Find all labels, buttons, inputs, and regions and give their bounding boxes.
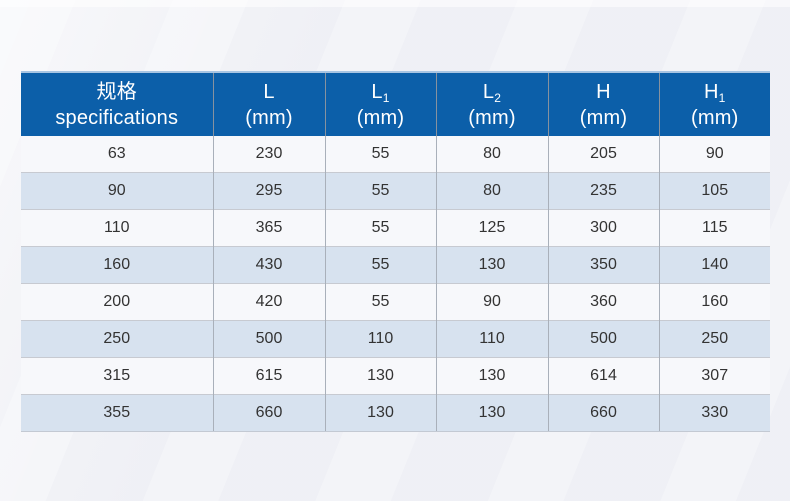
header-cell-L2: L2 (mm) — [435, 71, 548, 136]
table-row: 200 420 55 90 360 160 — [21, 283, 770, 321]
table-cell: 160 — [21, 246, 213, 284]
table-row: 110 365 55 125 300 115 — [21, 209, 770, 247]
table-cell: 160 — [658, 283, 770, 321]
table-cell: 300 — [547, 209, 659, 247]
table-cell: 315 — [21, 357, 213, 395]
header-label-en: specifications — [55, 106, 179, 129]
header-label-zh: 规格 — [96, 80, 137, 103]
specifications-table: 规格 specifications L (mm) L1 (mm) L2 (mm)… — [21, 71, 770, 432]
table-cell: 55 — [324, 209, 436, 247]
table-cell: 295 — [212, 172, 325, 210]
header-cell-H: H (mm) — [547, 71, 659, 136]
table-cell: 200 — [21, 283, 213, 321]
table-cell: 130 — [435, 394, 548, 432]
table-cell: 115 — [658, 209, 770, 247]
table-cell: 205 — [547, 136, 659, 173]
table-row: 160 430 55 130 350 140 — [21, 246, 770, 284]
table-cell: 350 — [547, 246, 659, 284]
header-label: L — [263, 80, 275, 103]
table-row: 355 660 130 130 660 330 — [21, 394, 770, 432]
header-unit: (mm) — [245, 106, 293, 129]
table-cell: 80 — [435, 172, 548, 210]
table-cell: 500 — [212, 320, 325, 358]
table-cell: 90 — [435, 283, 548, 321]
header-unit: (mm) — [691, 106, 739, 129]
header-row: 规格 specifications L (mm) L1 (mm) L2 (mm)… — [21, 71, 770, 136]
table-cell: 125 — [435, 209, 548, 247]
header-label: L2 — [482, 80, 502, 105]
table-cell: 90 — [21, 172, 213, 210]
table-cell: 330 — [658, 394, 770, 432]
table-row: 250 500 110 110 500 250 — [21, 320, 770, 358]
table-cell: 430 — [212, 246, 325, 284]
header-cell-L1: L1 (mm) — [324, 71, 436, 136]
table-cell: 614 — [547, 357, 659, 395]
table-cell: 55 — [324, 246, 436, 284]
header-cell-L: L (mm) — [212, 71, 325, 136]
header-unit: (mm) — [468, 106, 516, 129]
header-unit: (mm) — [579, 106, 628, 129]
table-cell: 235 — [547, 172, 659, 210]
table-cell: 110 — [21, 209, 213, 247]
table-cell: 365 — [212, 209, 325, 247]
table-cell: 307 — [658, 357, 770, 395]
table-row: 90 295 55 80 235 105 — [21, 172, 770, 210]
table-cell: 355 — [21, 394, 213, 432]
table-cell: 90 — [658, 136, 770, 173]
table-cell: 130 — [324, 394, 436, 432]
table-cell: 130 — [435, 246, 548, 284]
table-cell: 360 — [547, 283, 659, 321]
table-cell: 500 — [547, 320, 659, 358]
table-cell: 55 — [324, 172, 436, 210]
table-cell: 660 — [547, 394, 659, 432]
table-cell: 420 — [212, 283, 325, 321]
header-cell-H1: H1 (mm) — [658, 71, 770, 136]
table-cell: 230 — [212, 136, 325, 173]
table-cell: 615 — [212, 357, 325, 395]
table-cell: 130 — [324, 357, 436, 395]
header-label: H1 — [703, 80, 726, 105]
table-cell: 140 — [658, 246, 770, 284]
header-cell-specifications: 规格 specifications — [21, 71, 213, 136]
table-cell: 110 — [435, 320, 548, 358]
header-label: H — [596, 80, 611, 103]
table-row: 315 615 130 130 614 307 — [21, 357, 770, 395]
table-cell: 105 — [658, 172, 770, 210]
header-label: L1 — [371, 80, 390, 105]
table-cell: 250 — [658, 320, 770, 358]
table-cell: 63 — [21, 136, 213, 173]
table-cell: 55 — [324, 283, 436, 321]
table-cell: 55 — [324, 136, 436, 173]
table-cell: 80 — [435, 136, 548, 173]
table-row: 63 230 55 80 205 90 — [21, 136, 770, 173]
table-cell: 250 — [21, 320, 213, 358]
table-cell: 130 — [435, 357, 548, 395]
table-cell: 110 — [324, 320, 436, 358]
header-unit: (mm) — [356, 106, 405, 129]
table-body: 63 230 55 80 205 90 90 295 55 80 235 105 110 365 55 125… — [21, 136, 770, 432]
table-cell: 660 — [212, 394, 325, 432]
